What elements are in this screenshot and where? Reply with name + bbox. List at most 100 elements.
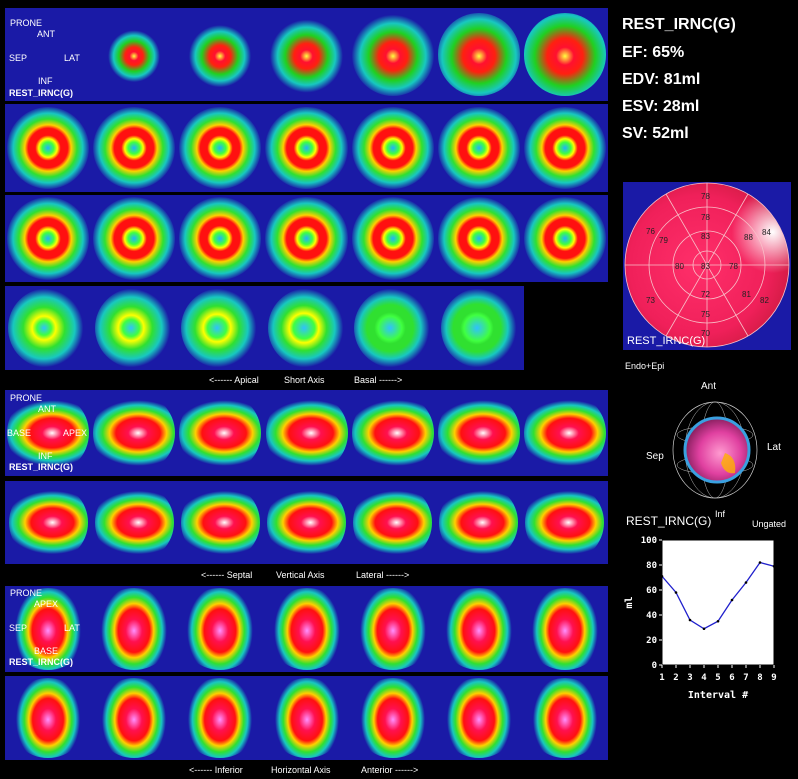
slice-image[interactable] — [94, 483, 174, 562]
surface-mode: Endo+Epi — [625, 361, 665, 371]
model-hotspot — [721, 453, 736, 474]
slice-image[interactable] — [8, 288, 89, 368]
slice-strip — [5, 104, 608, 192]
slice-image[interactable] — [8, 483, 88, 562]
x-tick-label: 6 — [729, 673, 734, 683]
slice-image[interactable] — [524, 678, 605, 758]
polar-map — [624, 182, 790, 348]
model-inf: Inf — [715, 509, 726, 519]
slice-image[interactable] — [181, 288, 262, 368]
slice-image[interactable] — [93, 197, 176, 280]
slice-image[interactable] — [180, 483, 260, 562]
slice-image[interactable] — [351, 197, 434, 280]
polar-map-segments — [624, 182, 790, 348]
slice-image[interactable] — [267, 483, 346, 562]
gating-status: Ungated — [752, 519, 787, 529]
slice-image[interactable] — [523, 197, 606, 280]
polar-map-value: 84 — [762, 228, 771, 237]
orient-apex: APEX — [63, 428, 88, 438]
slice-image[interactable] — [437, 13, 520, 96]
slice-image[interactable] — [179, 392, 262, 474]
orient-base: BASE — [7, 428, 32, 438]
polar-map-panel — [623, 182, 791, 350]
slice-image[interactable] — [265, 13, 348, 96]
slice-image[interactable] — [523, 392, 606, 474]
model-sep: Sep — [646, 451, 664, 462]
slice-image[interactable] — [267, 288, 348, 368]
slice-image[interactable] — [93, 13, 176, 96]
orient-prone: PRONE — [10, 393, 43, 403]
volume-data-point — [716, 619, 720, 623]
slice-image[interactable] — [8, 678, 89, 758]
slice-image[interactable] — [265, 588, 348, 670]
polar-map-value: 73 — [646, 296, 655, 305]
slice-image[interactable] — [525, 483, 605, 562]
hla-series-label: REST_IRNC(G) — [9, 657, 74, 667]
x-tick-label: 7 — [743, 673, 748, 683]
slice-image[interactable] — [437, 197, 520, 280]
orient-prone: PRONE — [10, 18, 43, 28]
slice-image[interactable] — [354, 288, 435, 368]
polar-map-value: 78 — [729, 262, 738, 271]
slice-image[interactable] — [437, 392, 520, 474]
model-endocardium — [683, 416, 751, 484]
slice-image[interactable] — [94, 678, 175, 758]
volume-curve-chart: 0 20 40 60 80 100 1 2 3 4 5 6 7 8 9 Interval # ml — [624, 536, 777, 701]
hla-caption-right: Anterior ------> — [361, 765, 419, 775]
slice-image[interactable] — [439, 483, 519, 562]
slice-image[interactable] — [7, 392, 90, 474]
slice-image[interactable] — [440, 288, 521, 368]
polar-map-label: REST_IRNC(G) — [627, 335, 706, 347]
hla-caption-left: <------ Inferior — [189, 765, 243, 775]
slice-image[interactable] — [93, 588, 176, 670]
heart-3d-model[interactable] — [665, 395, 765, 505]
end-systolic-volume: ESV: 28ml — [622, 98, 700, 115]
slice-image[interactable] — [265, 392, 348, 474]
slice-image[interactable] — [7, 197, 90, 280]
volume-data-point — [660, 574, 664, 578]
slice-image[interactable] — [179, 13, 262, 96]
slice-image[interactable] — [94, 288, 175, 368]
slice-image[interactable] — [266, 678, 347, 758]
y-tick-label: 100 — [641, 536, 657, 546]
slice-image[interactable] — [265, 106, 348, 190]
slice-image[interactable] — [7, 106, 90, 190]
y-tick-label: 60 — [646, 586, 657, 596]
x-tick-label: 4 — [701, 673, 707, 683]
volume-curve-panel: 0 20 40 60 80 100 1 2 3 4 5 6 7 8 9 Interval # ml — [622, 533, 792, 705]
x-tick-label: 8 — [757, 673, 762, 683]
slice-image[interactable] — [351, 392, 434, 474]
slice-image[interactable] — [523, 106, 606, 190]
slice-image[interactable] — [179, 588, 262, 670]
slice-image[interactable] — [93, 106, 176, 190]
volume-data-point — [758, 561, 762, 564]
y-tick-label: 40 — [646, 611, 657, 621]
slice-image[interactable] — [265, 197, 348, 280]
vla-caption-left: <------ Septal — [201, 570, 253, 580]
volume-data-point — [744, 581, 748, 584]
x-tick-label: 1 — [659, 673, 664, 683]
slice-image[interactable] — [438, 678, 519, 758]
slice-image[interactable] — [7, 588, 90, 670]
slice-image[interactable] — [180, 678, 261, 758]
slice-image[interactable] — [352, 678, 433, 758]
slice-image[interactable] — [7, 13, 90, 96]
x-tick-label: 9 — [771, 673, 776, 683]
slice-image[interactable] — [179, 106, 262, 190]
slice-image[interactable] — [351, 13, 434, 96]
slice-image[interactable] — [523, 588, 606, 670]
slice-image[interactable] — [437, 588, 520, 670]
slice-image[interactable] — [351, 588, 434, 670]
slice-image[interactable] — [353, 483, 433, 562]
y-axis-label: ml — [624, 596, 635, 608]
slice-image[interactable] — [523, 13, 606, 96]
y-tick-label: 20 — [646, 636, 657, 646]
orient-base: BASE — [34, 646, 59, 656]
polar-map-value: 79 — [659, 236, 668, 245]
slice-image[interactable] — [93, 392, 176, 474]
slice-image[interactable] — [179, 197, 262, 280]
slice-strip — [5, 286, 524, 370]
slice-image[interactable] — [351, 106, 434, 190]
slice-image[interactable] — [437, 106, 520, 190]
x-tick-label: 2 — [673, 673, 678, 683]
